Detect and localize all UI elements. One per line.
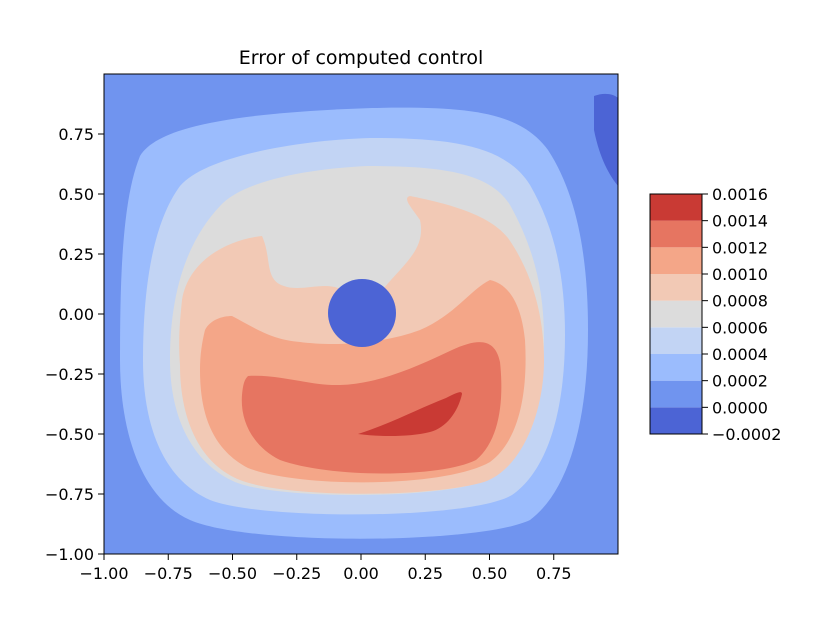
x-axis: −1.00 −0.75 −0.50 −0.25 0.00 0.25 0.50 0.75 [79, 554, 572, 583]
y-tick-label: −1.00 [45, 545, 94, 564]
colorbar-band [650, 274, 702, 301]
chart-title: Error of computed control [239, 47, 484, 69]
x-tick-label: 0.00 [343, 564, 379, 583]
circular-hole-region [328, 279, 396, 347]
contour-band-0.0014-to-0.0016 [358, 392, 462, 437]
colorbar-band [650, 327, 702, 354]
x-tick-label: −0.50 [208, 564, 257, 583]
y-axis: −1.00 −0.75 −0.50 −0.25 0.00 0.25 0.50 0.75 [45, 125, 104, 564]
x-tick-label: −1.00 [79, 564, 128, 583]
x-tick-label: 0.75 [536, 564, 572, 583]
y-tick-label: 0.75 [58, 125, 94, 144]
y-tick-label: −0.50 [45, 425, 94, 444]
colorbar-band [650, 300, 702, 328]
y-tick-label: −0.75 [45, 485, 94, 504]
colorbar-tick-label: 0.0006 [712, 318, 768, 337]
colorbar-band [650, 354, 702, 381]
colorbar-tick-label: 0.0008 [712, 292, 768, 311]
colorbar-frame [649, 193, 703, 435]
y-tick-label: 0.50 [58, 185, 94, 204]
colorbar-tick-label: 0.0002 [712, 372, 768, 391]
y-tick-label: 0.00 [58, 305, 94, 324]
colorbar-band [650, 220, 702, 248]
colorbar-band [650, 194, 702, 221]
colorbar-tick-label: 0.0012 [712, 238, 768, 257]
contour-band-0.0012-to-0.0014 [241, 342, 502, 474]
plot-area [104, 74, 618, 554]
colorbar-tick-label: 0.0016 [712, 185, 768, 204]
y-tick-label: 0.25 [58, 245, 94, 264]
x-tick-label: −0.25 [272, 564, 321, 583]
colorbar-tick-label: 0.0014 [712, 212, 768, 231]
colorbar-tick-label: 0.0000 [712, 398, 768, 417]
x-tick-label: −0.75 [144, 564, 193, 583]
colorbar-band [650, 407, 702, 434]
y-tick-label: −0.25 [45, 365, 94, 384]
colorbar-band [650, 247, 702, 274]
colorbar-band [650, 380, 702, 408]
contour-band-minus0.0002-corner [594, 93, 618, 186]
x-tick-label: 0.25 [407, 564, 443, 583]
colorbar-tick-label: 0.0010 [712, 265, 768, 284]
x-tick-label: 0.50 [472, 564, 508, 583]
colorbar-tick-label: 0.0004 [712, 345, 768, 364]
colorbar-tick-label: −0.0002 [712, 425, 781, 444]
colorbar: −0.0002 0.0000 0.0002 0.0004 0.0006 0.0008 0.0… [649, 185, 781, 444]
